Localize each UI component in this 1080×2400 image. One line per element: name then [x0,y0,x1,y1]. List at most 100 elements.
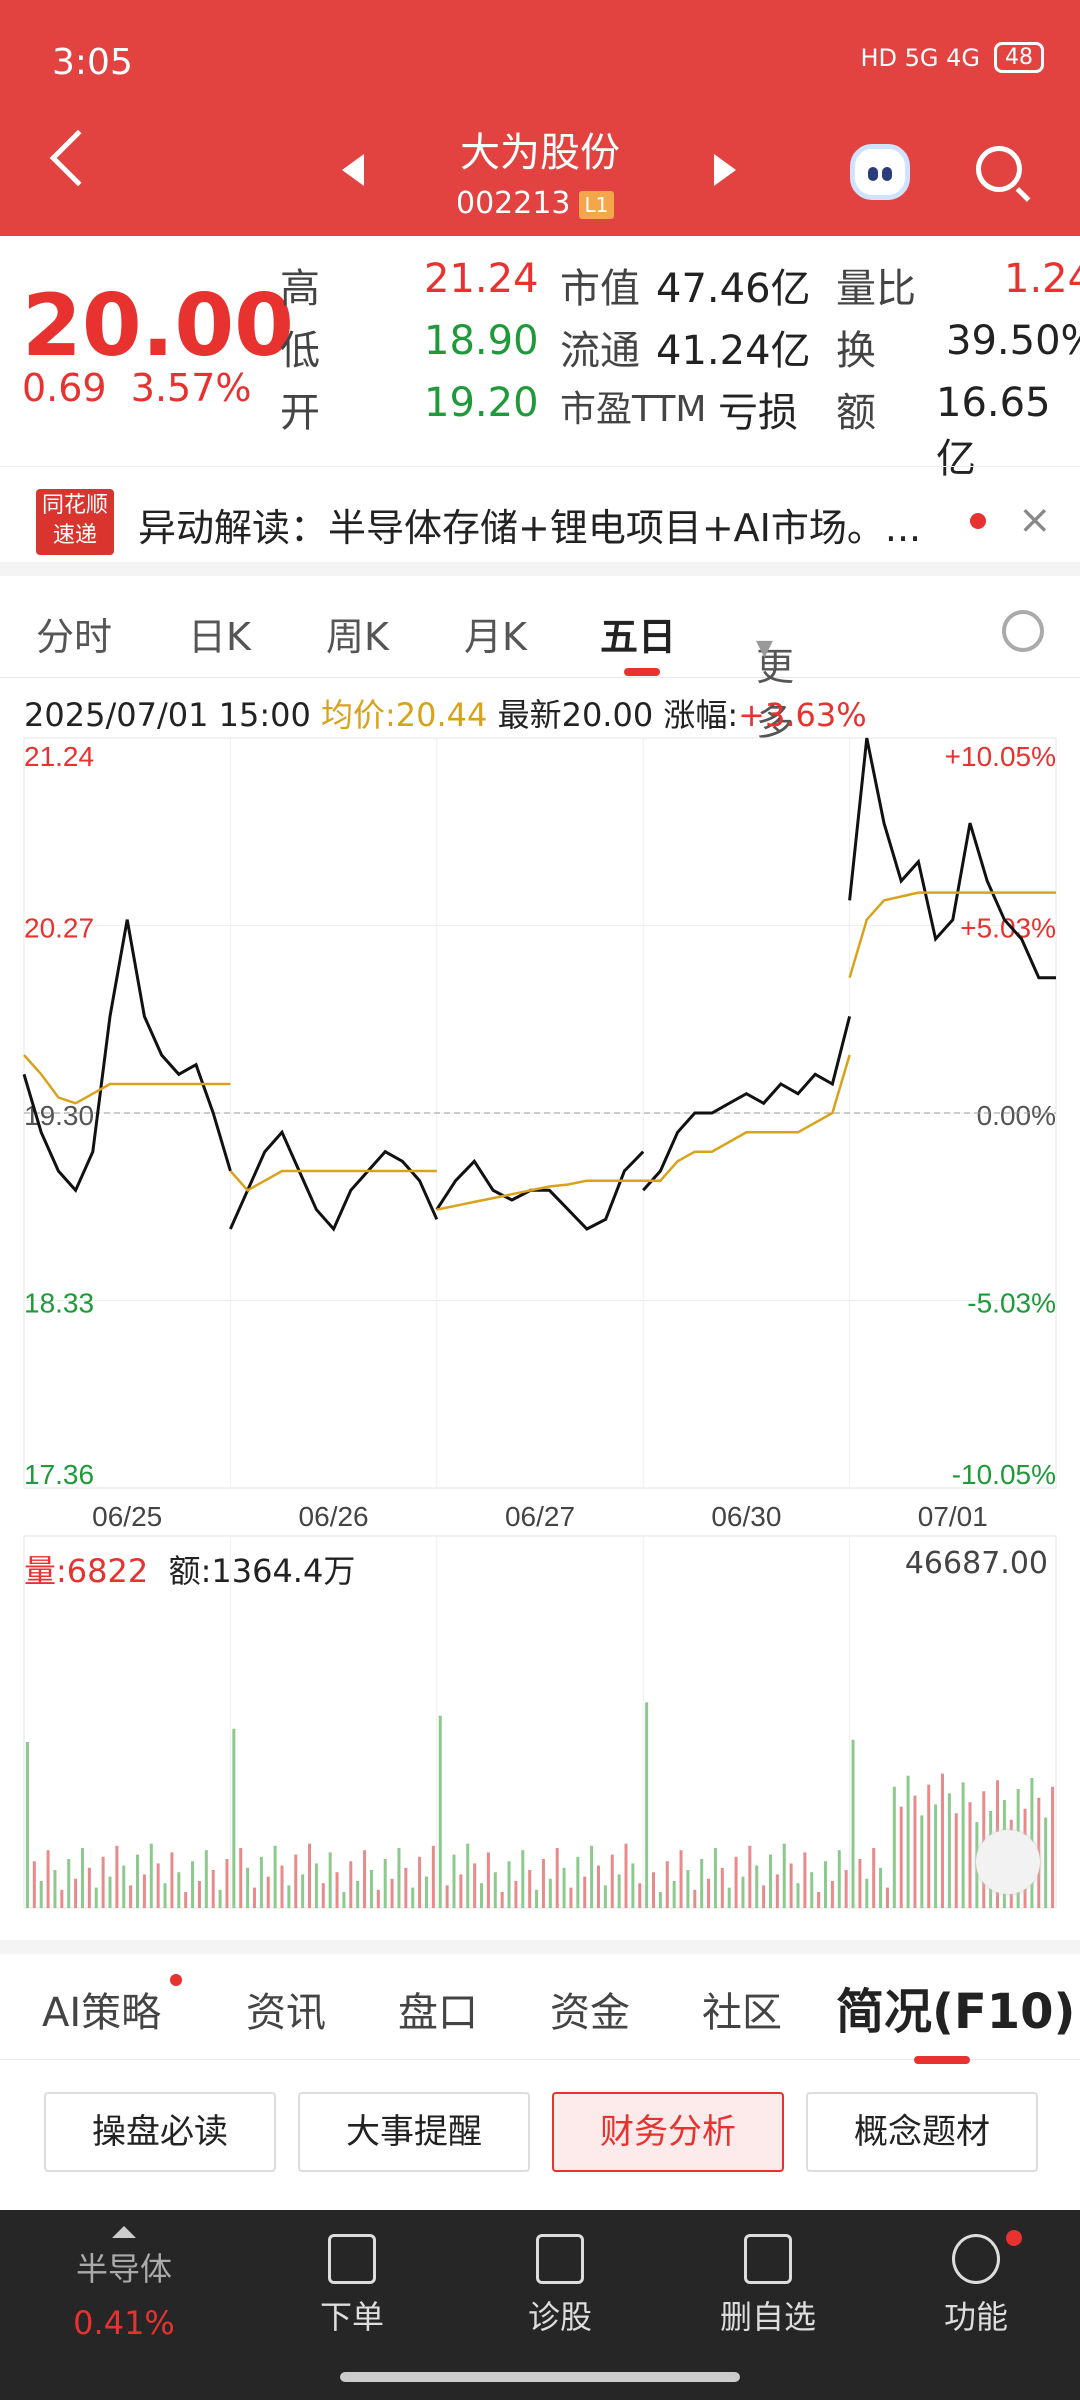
y-tick-label-left: 21.24 [24,741,94,772]
volume-max: 46687.00 [904,1546,1048,1581]
avg-price-line [229,1169,437,1192]
x-tick-label: 06/30 [711,1501,781,1532]
change-value: 0.69 [22,366,107,410]
active-tab-indicator [624,668,660,676]
tab-fenshi[interactable]: 分时 [36,615,113,659]
news-banner[interactable]: 同花顺速递 异动解读：半导体存储+锂电项目+AI市场。... × [0,466,1080,576]
tab-daily-k[interactable]: 日K [188,615,251,659]
tab-f10[interactable]: 简况(F10) [836,1984,1076,2040]
tab-orderbook[interactable]: 盘口 [398,1990,478,2036]
avg-price-line [643,1054,851,1182]
tab-monthly-k[interactable]: 月K [464,615,527,659]
info-avg: 均价:20.44 [321,696,488,734]
btn-concept-theme[interactable]: 概念题材 [806,2092,1038,2172]
info-tabs: AI策略 资讯 盘口 资金 社区 简况(F10) [0,1940,1080,2064]
y-tick-label-right: +5.03% [960,913,1056,944]
sector-pct: 0.41% [73,2304,175,2342]
tab-community[interactable]: 社区 [702,1990,782,2036]
stock-code: 002213 L1 [456,186,615,221]
price-change: 0.69 3.57% [22,366,252,410]
order-icon [328,2234,376,2284]
nav-sector[interactable]: 半导体 0.41% [44,2226,204,2342]
fullscreen-icon[interactable] [976,1830,1040,1894]
turn-label: 换 [836,328,876,374]
avg-price-line [436,1179,644,1211]
active-info-tab-indicator [914,2056,970,2064]
y-tick-label-right: +10.05% [945,741,1056,772]
five-day-chart[interactable]: 21.24 +10.05%20.27 +5.03%19.30 0.00%18.33 -5… [0,0,1080,1940]
quote-panel: 20.00 0.69 3.57% 高 21.24 低 18.90 开 19.20… [0,236,1080,482]
x-tick-label: 06/26 [299,1501,369,1532]
nav-order-label: 下单 [319,2298,384,2336]
robot-assistant-icon[interactable] [850,144,910,200]
vr-label: 量比 [836,266,916,312]
tonghuashun-logo: 同花顺 速递 [36,489,114,555]
x-tick-label: 06/27 [505,1501,575,1532]
close-icon[interactable]: × [1018,497,1052,543]
volume-value: 量:6822 [24,1552,149,1590]
price-line [22,919,232,1194]
y-tick-label-left: 18.33 [24,1288,94,1319]
y-tick-label-right: 0.00% [977,1100,1056,1131]
open-value: 19.20 [424,380,539,426]
tab-ai-strategy[interactable]: AI策略 [42,1990,162,2036]
pe-label: 市盈TTM [560,389,707,430]
chart-info-line: 2025/07/01 15:00 均价:20.44 最新20.00 涨幅:+3.… [24,690,867,736]
x-tick-label: 07/01 [918,1501,988,1532]
price-line [848,737,1056,980]
btn-event-reminder[interactable]: 大事提醒 [298,2092,530,2172]
sector-name: 半导体 [75,2250,172,2288]
low-value: 18.90 [424,318,539,364]
nav-remove-favorite[interactable]: 删自选 [688,2234,848,2338]
nav-diagnose[interactable]: 诊股 [480,2234,640,2338]
next-stock-icon[interactable] [714,154,736,186]
change-pct: 3.57% [130,366,252,410]
stock-code-text: 002213 [456,186,571,221]
tab-news[interactable]: 资讯 [246,1990,326,2036]
functions-badge-dot-icon [1006,2230,1022,2246]
nav-functions-label: 功能 [943,2298,1008,2336]
btn-financial-analysis[interactable]: 财务分析 [552,2092,784,2172]
y-tick-label-right: -5.03% [967,1288,1056,1319]
remove-favorite-icon [744,2234,792,2284]
avg-price-line [848,891,1056,979]
float-label: 流通 [560,328,640,374]
avg-price-line [23,1054,231,1105]
nav-functions[interactable]: 功能 [896,2234,1056,2338]
home-indicator [340,2372,740,2382]
y-tick-label-left: 20.27 [24,913,94,944]
pe-value: 亏损 [718,390,798,436]
level-badge: L1 [578,190,615,219]
prev-stock-icon[interactable] [342,154,364,186]
logo-top-text: 同花顺 [41,493,108,518]
mcap-value: 47.46亿 [656,266,811,312]
logo-bottom-text: 速递 [52,523,97,548]
amt-value: 16.65亿 [936,380,1051,482]
info-datetime: 2025/07/01 15:00 [24,696,311,734]
news-text: 异动解读：半导体存储+锂电项目+AI市场。... [138,506,922,550]
info-pct-label: 涨幅: [663,696,739,734]
tab-funds[interactable]: 资金 [550,1990,630,2036]
search-icon[interactable] [976,146,1022,192]
settings-icon[interactable] [1002,610,1044,652]
vr-value: 1.24 [1004,256,1080,302]
current-price: 20.00 [22,276,295,376]
ai-badge-dot-icon [170,1974,182,1986]
nav-diagnose-label: 诊股 [527,2298,592,2336]
info-pct: +3.63% [738,696,867,734]
price-line [435,1150,645,1231]
tab-weekly-k[interactable]: 周K [326,615,389,659]
price-line [229,1129,439,1232]
amt-label: 额 [836,390,876,436]
expand-up-icon [112,2226,136,2238]
volume-info: 量:6822 额:1364.4万 [24,1546,355,1592]
btn-trading-must-read[interactable]: 操盘必读 [44,2092,276,2172]
nav-order[interactable]: 下单 [272,2234,432,2338]
price-line [642,1016,852,1192]
mcap-label: 市值 [560,266,640,312]
tab-more-label: 更多 [756,645,795,744]
tab-five-day[interactable]: 五日 [600,615,677,659]
battery-icon: 48 [994,42,1044,73]
low-label: 低 [280,328,320,374]
info-latest: 最新20.00 [497,696,654,734]
